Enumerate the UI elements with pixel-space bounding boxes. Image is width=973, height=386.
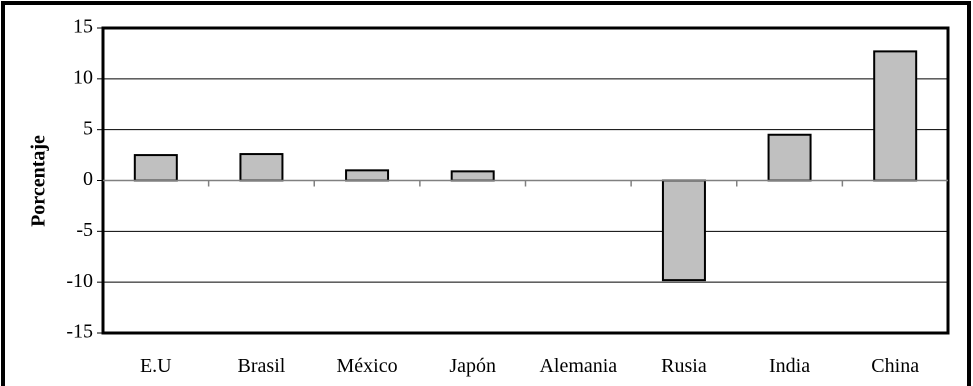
x-axis-ticks: E.U Brasil México Japón Alemania Rusia India Ch… — [140, 355, 919, 377]
bar-china — [873, 50, 918, 182]
bar-rusia — [661, 179, 706, 282]
y-tick-label: 15 — [73, 16, 93, 38]
bar-india — [767, 133, 812, 182]
y-axis-ticks: 15 10 5 0 -5 -10 -15 — [66, 16, 103, 343]
y-tick-label: 10 — [73, 66, 93, 88]
x-tick-label: Alemania — [539, 355, 617, 377]
y-tick-label: -10 — [66, 270, 93, 292]
gridlines — [103, 78, 948, 283]
bar-jap-n — [450, 170, 495, 182]
bars — [133, 50, 918, 282]
x-tick-label: México — [337, 355, 398, 377]
x-tick-label: Rusia — [661, 355, 707, 377]
x-tick-label: China — [871, 355, 919, 377]
x-tick-label: E.U — [140, 355, 172, 377]
y-tick-label: 0 — [83, 168, 93, 190]
zero-axis — [103, 179, 948, 187]
y-axis-title: Porcentaje — [28, 135, 50, 227]
bar-brasil — [239, 153, 284, 182]
y-tick-label: 5 — [83, 117, 93, 139]
y-tick-label: -5 — [76, 219, 93, 241]
bar-m-xico — [345, 169, 390, 182]
x-tick-label: India — [769, 355, 810, 377]
bar-e-u — [133, 154, 178, 182]
y-tick-label: -15 — [66, 321, 93, 343]
x-tick-label: Brasil — [238, 355, 286, 377]
x-tick-label: Japón — [449, 355, 496, 377]
